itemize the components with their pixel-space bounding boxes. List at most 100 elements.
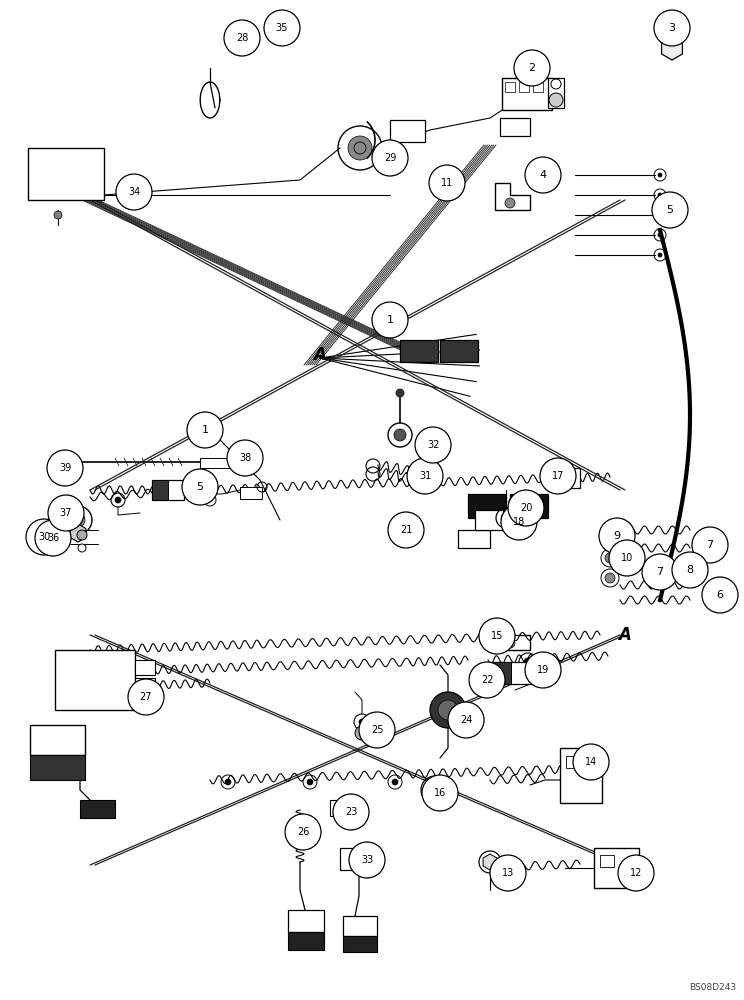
Bar (30, 725, 85, 755)
Bar (288, 910, 324, 932)
Circle shape (224, 20, 260, 56)
Bar (80, 800, 115, 818)
Circle shape (71, 513, 85, 527)
Bar (135, 660, 155, 675)
Bar (600, 855, 614, 867)
Circle shape (355, 726, 369, 740)
Text: 27: 27 (140, 692, 153, 702)
Circle shape (658, 233, 662, 237)
Circle shape (359, 712, 395, 748)
Text: 17: 17 (552, 471, 564, 481)
Text: 2: 2 (528, 63, 536, 73)
Text: 30: 30 (38, 532, 50, 542)
Bar (28, 148, 104, 200)
Circle shape (227, 440, 263, 476)
Bar (533, 82, 543, 92)
Bar (343, 936, 377, 952)
Circle shape (672, 552, 708, 588)
Text: 31: 31 (419, 471, 431, 481)
Text: 12: 12 (630, 868, 642, 878)
Circle shape (264, 10, 300, 46)
Circle shape (501, 504, 537, 540)
Circle shape (524, 658, 532, 666)
Bar (510, 494, 548, 518)
Circle shape (285, 814, 321, 850)
Text: 36: 36 (47, 533, 59, 543)
Bar (390, 120, 425, 142)
Text: 19: 19 (537, 665, 549, 675)
Bar (135, 678, 155, 693)
Text: 22: 22 (481, 675, 493, 685)
Text: 5: 5 (196, 482, 204, 492)
Bar (505, 82, 515, 92)
Text: 6: 6 (716, 590, 723, 600)
Text: 24: 24 (460, 715, 472, 725)
Circle shape (77, 530, 87, 540)
Bar (400, 340, 438, 362)
Text: BS08D243: BS08D243 (689, 983, 736, 992)
Text: 14: 14 (585, 757, 597, 767)
Text: 29: 29 (384, 153, 397, 163)
Circle shape (508, 490, 544, 526)
Circle shape (605, 553, 615, 563)
Polygon shape (661, 36, 682, 60)
Polygon shape (483, 854, 497, 870)
Circle shape (549, 93, 563, 107)
Circle shape (396, 389, 404, 397)
Text: 39: 39 (59, 463, 71, 473)
Circle shape (348, 136, 372, 160)
Circle shape (392, 779, 398, 785)
Circle shape (35, 520, 71, 556)
Bar (550, 468, 580, 488)
Bar (55, 650, 135, 710)
Bar (502, 78, 552, 110)
Bar (343, 916, 377, 936)
Bar (288, 932, 324, 950)
Circle shape (388, 512, 424, 548)
Circle shape (573, 744, 609, 780)
Circle shape (658, 213, 662, 217)
Bar (594, 848, 639, 888)
Circle shape (658, 193, 662, 197)
Text: A: A (313, 346, 327, 364)
Circle shape (501, 513, 511, 523)
Circle shape (430, 692, 466, 728)
Circle shape (78, 544, 86, 552)
Circle shape (692, 527, 728, 563)
Bar (330, 800, 358, 816)
Bar (468, 494, 506, 518)
Bar (500, 118, 530, 136)
Circle shape (505, 198, 515, 208)
Circle shape (48, 495, 84, 531)
Circle shape (182, 469, 218, 505)
Text: 38: 38 (239, 453, 251, 463)
Text: 20: 20 (520, 503, 532, 513)
Bar (240, 487, 262, 499)
Circle shape (658, 253, 662, 257)
Text: 16: 16 (434, 788, 446, 798)
Circle shape (654, 10, 690, 46)
Circle shape (54, 211, 62, 219)
Text: 11: 11 (441, 178, 453, 188)
Circle shape (372, 140, 408, 176)
Text: 34: 34 (128, 187, 140, 197)
Circle shape (333, 794, 369, 830)
Text: 9: 9 (614, 531, 620, 541)
Text: 7: 7 (707, 540, 713, 550)
Circle shape (116, 174, 152, 210)
Circle shape (128, 679, 164, 715)
Bar (30, 755, 85, 780)
Circle shape (514, 50, 550, 86)
Circle shape (359, 719, 365, 725)
Text: 10: 10 (621, 553, 633, 563)
Text: 28: 28 (236, 33, 248, 43)
Bar (152, 480, 184, 500)
Circle shape (605, 573, 615, 583)
Polygon shape (70, 524, 86, 542)
Bar (235, 455, 253, 471)
Circle shape (599, 518, 635, 554)
Bar (490, 662, 532, 684)
Bar (340, 848, 378, 870)
Circle shape (469, 662, 505, 698)
Bar (238, 452, 256, 464)
